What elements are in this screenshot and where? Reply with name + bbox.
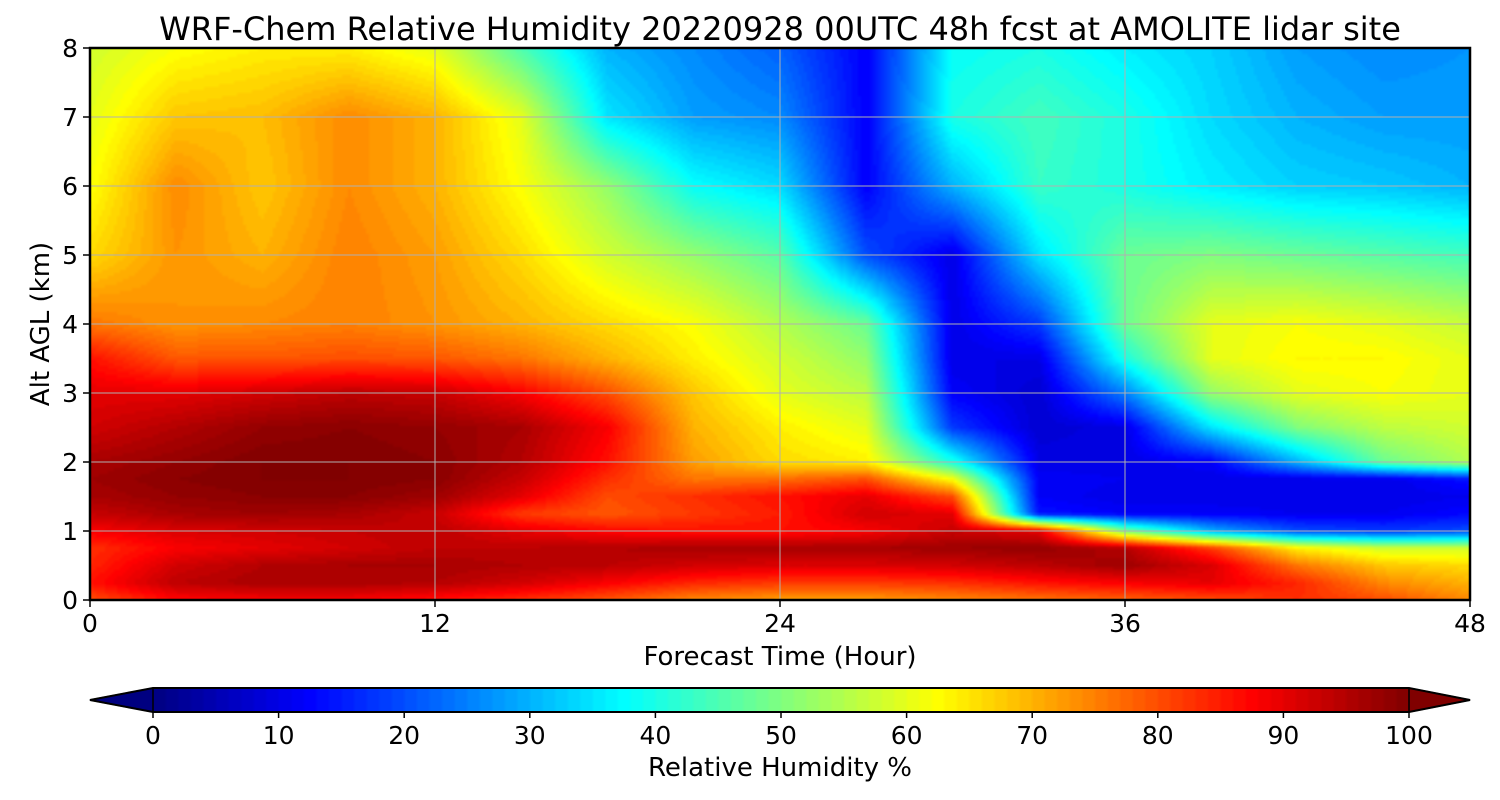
- x-tick-label: 24: [764, 609, 796, 638]
- colorbar-ticks: 0 10 20 30 40 50 60 70 80 90 100: [145, 712, 1433, 750]
- y-tick-label: 2: [62, 448, 78, 477]
- colorbar-tick-label: 100: [1385, 721, 1433, 750]
- x-axis-label: Forecast Time (Hour): [643, 642, 916, 672]
- y-axis-label: Alt AGL (km): [26, 242, 56, 406]
- colorbar-tick-label: 90: [1267, 721, 1299, 750]
- y-tick-label: 8: [62, 34, 78, 63]
- colorbar-tick-label: 40: [639, 721, 671, 750]
- colorbar-label: Relative Humidity %: [648, 753, 912, 783]
- x-tick-label: 36: [1109, 609, 1141, 638]
- colorbar-tick-label: 0: [145, 721, 161, 750]
- y-tick-label: 5: [62, 241, 78, 270]
- y-tick-label: 6: [62, 172, 78, 201]
- colorbar-tick-label: 30: [514, 721, 546, 750]
- y-tick-label: 4: [62, 310, 78, 339]
- colorbar-extend-low: [89, 687, 154, 713]
- y-tick-label: 1: [62, 517, 78, 546]
- colorbar-gradient: [153, 688, 1409, 712]
- y-tick-label: 0: [62, 586, 78, 615]
- chart-title: WRF-Chem Relative Humidity 20220928 00UT…: [159, 10, 1401, 48]
- colorbar: 0 10 20 30 40 50 60 70 80 90 100 Relative Humidity…: [89, 687, 1471, 783]
- y-tick-label: 7: [62, 103, 78, 132]
- y-tick-label: 3: [62, 379, 78, 408]
- x-tick-label: 48: [1454, 609, 1486, 638]
- colorbar-tick-label: 70: [1016, 721, 1048, 750]
- y-axis-ticks: 0 1 2 3 4 5 6 7 8: [62, 34, 90, 615]
- colorbar-tick-label: 10: [263, 721, 295, 750]
- colorbar-tick-label: 20: [388, 721, 420, 750]
- colorbar-extend-high: [1408, 687, 1471, 713]
- x-axis-ticks: 0 12 24 36 48: [82, 600, 1486, 638]
- x-tick-label: 12: [419, 609, 451, 638]
- colorbar-tick-label: 80: [1142, 721, 1174, 750]
- x-tick-label: 0: [82, 609, 98, 638]
- colorbar-tick-label: 50: [765, 721, 797, 750]
- colorbar-tick-label: 60: [891, 721, 923, 750]
